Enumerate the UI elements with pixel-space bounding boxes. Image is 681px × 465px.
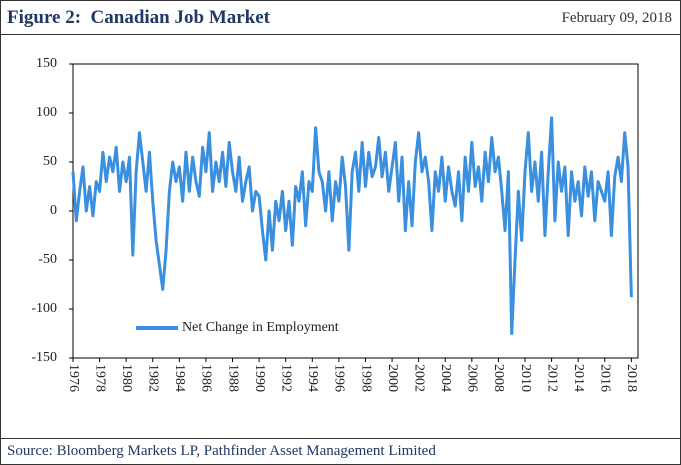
- data-line: [71, 116, 633, 335]
- x-tick-label: 1988: [225, 364, 240, 392]
- x-tick-label: 2010: [518, 364, 533, 392]
- x-tick-label: 2002: [411, 364, 426, 392]
- y-tick-label: -100: [31, 301, 57, 316]
- x-tick-label: 2000: [385, 364, 400, 392]
- y-tick-label: 100: [36, 105, 57, 120]
- y-tick-label: 50: [43, 154, 57, 169]
- x-tick-label: 2016: [598, 364, 613, 392]
- x-tick-label: 2018: [624, 364, 639, 392]
- x-tick-label: 1984: [172, 364, 187, 392]
- y-tick-label: 150: [36, 56, 57, 71]
- x-tick-label: 1986: [199, 364, 214, 392]
- legend-label: Net Change in Employment: [182, 320, 339, 335]
- source: Source: Bloomberg Markets LP, Pathfinder…: [7, 443, 436, 459]
- x-tick-label: 1996: [332, 364, 347, 392]
- rule: [1, 438, 680, 439]
- x-tick-label: 1982: [146, 364, 161, 392]
- y-tick-label: 0: [50, 203, 57, 218]
- chart: -150 -100 -50 0 50 100 150 1976 1978 1980 1982 1984…: [31, 56, 639, 392]
- x-tick-label: 2004: [438, 364, 453, 392]
- x-tick-label: 1992: [278, 364, 293, 392]
- y-tick-label: -150: [31, 350, 57, 365]
- x-tick-label: 1978: [92, 364, 107, 392]
- x-tick-label: 2006: [465, 364, 480, 392]
- y-tick-label: -50: [38, 252, 57, 267]
- x-tick-label: 2008: [491, 364, 506, 392]
- x-tick-label: 1994: [305, 364, 320, 392]
- x-tick-label: 1980: [119, 364, 134, 392]
- x-tick-label: 1990: [252, 364, 267, 392]
- x-tick-label: 2014: [571, 364, 586, 392]
- date: February 09, 2018: [561, 10, 672, 26]
- rule: [1, 34, 680, 35]
- figure-title: Figure 2: Canadian Job Market: [7, 7, 271, 28]
- x-tick-label: 1998: [358, 364, 373, 392]
- x-tick-label: 2012: [544, 364, 559, 392]
- x-tick-label: 1976: [66, 364, 81, 392]
